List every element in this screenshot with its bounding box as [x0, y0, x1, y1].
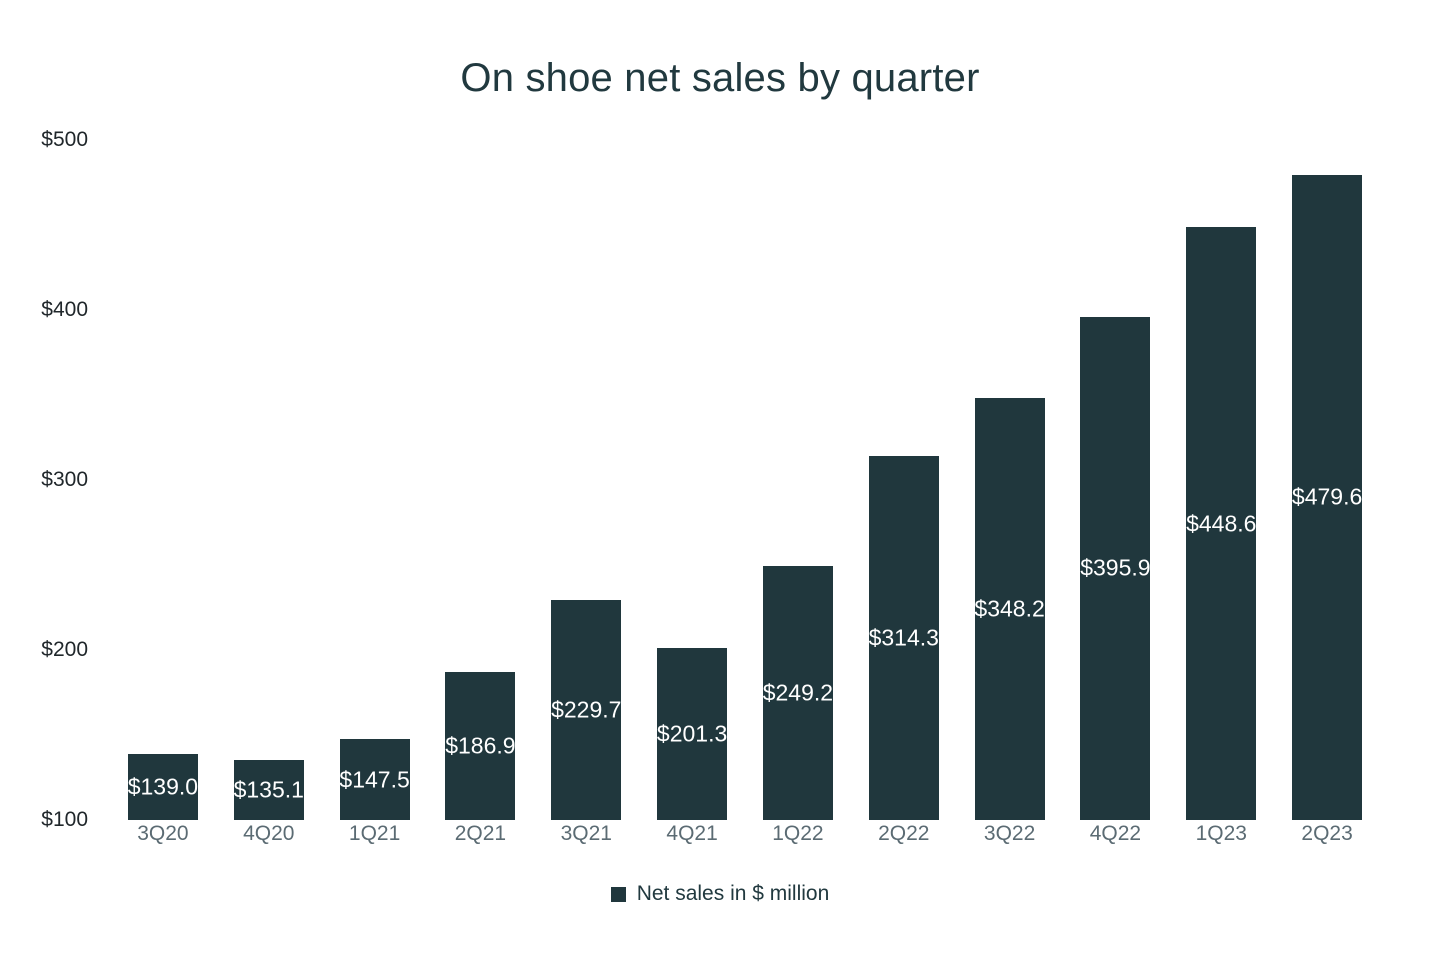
bar-1Q21[interactable]: $147.5 — [339, 739, 410, 820]
bar-rect — [868, 455, 939, 820]
bar-rect — [1080, 316, 1151, 820]
bar-rect — [445, 672, 516, 820]
x-axis-tick-label: 2Q21 — [454, 822, 507, 845]
bar-rect — [551, 599, 622, 820]
bar-3Q21[interactable]: $229.7 — [551, 599, 622, 820]
y-axis-tick-label: $500 — [41, 128, 88, 151]
bar-rect — [762, 566, 833, 820]
legend-square-marker-icon — [610, 886, 626, 902]
bar-4Q21[interactable]: $201.3 — [657, 647, 728, 820]
x-axis-tick-label: 4Q21 — [666, 822, 718, 845]
x-axis-tick-label: 4Q20 — [243, 822, 295, 845]
x-axis-tick-label: 3Q21 — [560, 822, 612, 845]
x-axis-tick-label: 1Q21 — [348, 822, 401, 845]
bar-rect — [127, 753, 198, 820]
bar-2Q22[interactable]: $314.3 — [868, 455, 939, 820]
y-axis-tick-label: $300 — [41, 468, 88, 491]
bar-rect — [233, 760, 304, 820]
y-axis-tick-label: $100 — [41, 808, 88, 831]
x-axis-tick-label: 1Q23 — [1195, 822, 1247, 845]
chart-legend: Net sales in $ million — [0, 882, 1440, 906]
bar-series: $139.0 $135.1 $147.5 $186.9 $229.7 $201.3 $249… — [110, 140, 1380, 820]
legend-label: Net sales in $ million — [636, 882, 830, 905]
x-axis-tick-label: 1Q22 — [772, 822, 824, 845]
chart-title: On shoe net sales by quarter — [460, 56, 980, 100]
x-axis-tick-label: 2Q23 — [1301, 822, 1353, 845]
bar-4Q22[interactable]: $395.9 — [1080, 316, 1151, 820]
x-axis-tick-label: 4Q22 — [1089, 822, 1142, 845]
bar-3Q22[interactable]: $348.2 — [974, 398, 1045, 820]
plot-area: $100 $200 $300 $400 $500 $139.0 $135.1 $147.5 $… — [41, 128, 1380, 831]
bar-rect — [657, 647, 728, 820]
bar-2Q21[interactable]: $186.9 — [445, 672, 516, 820]
y-axis-tick-label: $200 — [41, 638, 88, 661]
bar-rect — [339, 739, 410, 820]
x-axis-tick-label: 2Q22 — [878, 822, 930, 845]
x-axis-tick-label: 3Q22 — [983, 822, 1036, 845]
bar-rect — [974, 398, 1045, 820]
bar-2Q23[interactable]: $479.6 — [1292, 174, 1363, 820]
bar-1Q22[interactable]: $249.2 — [763, 566, 833, 820]
bar-rect — [1292, 174, 1363, 820]
x-axis: 3Q20 4Q20 1Q21 2Q21 3Q21 4Q21 1Q22 2Q22 3Q22 4Q22… — [110, 822, 1380, 856]
x-axis-tick-label: 3Q20 — [137, 822, 189, 845]
bar-rect — [1186, 227, 1257, 820]
y-axis-tick-label: $400 — [41, 298, 88, 321]
bar-1Q23[interactable]: $448.6 — [1186, 227, 1256, 820]
bar-4Q20[interactable]: $135.1 — [234, 760, 304, 820]
bar-3Q20[interactable]: $139.0 — [127, 753, 198, 820]
